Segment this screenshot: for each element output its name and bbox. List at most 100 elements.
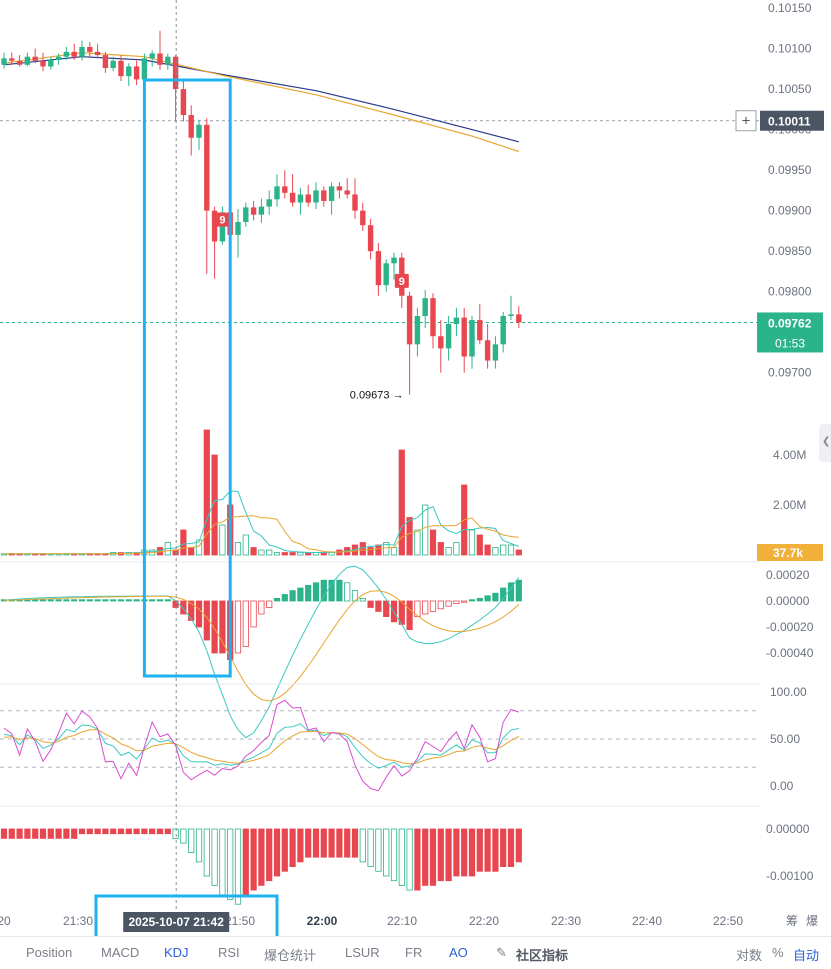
volume-bar-52 (406, 517, 413, 556)
tab-lsur[interactable]: LSUR (345, 945, 380, 960)
volume-bar-36 (281, 552, 288, 556)
macd-hist-bar-54 (422, 600, 429, 615)
ao-bar-29 (227, 828, 234, 900)
candle-body-32 (250, 207, 257, 215)
candle-countdown-label: 01:53 (775, 336, 805, 350)
volume-bar-54 (422, 504, 429, 556)
volume-bar-49 (383, 542, 390, 556)
candle-body-21 (165, 56, 171, 65)
side-panel-handle[interactable]: ❮ (819, 424, 831, 462)
macd-hist-bar-40 (312, 582, 320, 602)
candle-body-2 (16, 60, 23, 65)
percent-scale-toggle[interactable]: % (772, 945, 784, 960)
tab-ao[interactable]: AO (449, 945, 468, 960)
macd-hist-bar-15 (117, 599, 125, 602)
td-nine-marker-1 (394, 273, 409, 288)
candle-body-56 (438, 336, 444, 349)
trading-chart[interactable]: 0.101500.101000.100500.100000.099500.099… (0, 0, 831, 949)
macd-hist-bar-6 (47, 599, 54, 602)
candle-body-60 (469, 320, 475, 357)
macd-hist-bar-60 (468, 599, 476, 602)
volume-bar-50 (390, 547, 398, 556)
macd-hist-bar-56 (437, 600, 444, 610)
volume-bar-57 (445, 547, 452, 556)
auto-scale-toggle[interactable]: 自动 (793, 948, 820, 963)
volume-bar-64 (500, 544, 507, 556)
ao-bar-63 (492, 828, 499, 872)
ao-bar-41 (320, 828, 327, 858)
macd-hist-bar-4 (32, 599, 39, 602)
ao-bar-48 (375, 828, 382, 872)
candle-body-47 (367, 225, 374, 252)
ao-bar-38 (297, 828, 304, 863)
volume-last-label-bg (757, 544, 823, 561)
candle-body-66 (516, 314, 522, 323)
macd-hist-bar-12 (94, 599, 101, 602)
ao-bar-1 (8, 828, 15, 839)
macd-hist-bar-42 (328, 579, 335, 602)
macd-hist-bar-25 (195, 600, 203, 628)
time-tick-label-0: 20 (0, 914, 11, 928)
ao-tick-label-0: 0.00000 (766, 822, 810, 836)
candle-body-55 (430, 298, 436, 337)
ao-bar-66 (515, 828, 522, 863)
ao-bar-6 (47, 828, 54, 839)
candle-body-65 (508, 314, 514, 316)
kdj-tick-label-2: 0.00 (770, 779, 794, 793)
volume-bar-48 (375, 544, 382, 556)
macd-hist-bar-7 (55, 599, 62, 602)
tab-macd[interactable]: MACD (101, 945, 140, 960)
edit-icon[interactable]: ✎ (496, 945, 507, 960)
tab-kdj[interactable]: KDJ (164, 945, 189, 960)
volume-bar-46 (359, 542, 366, 556)
last-price-label-bg (757, 312, 823, 353)
macd-hist-bar-5 (39, 599, 47, 602)
candle-body-20 (157, 53, 163, 65)
ao-bar-10 (78, 828, 86, 835)
log-scale-toggle[interactable]: 对数 (736, 948, 763, 963)
ao-bar-5 (39, 828, 47, 839)
candle-body-34 (266, 199, 272, 207)
candle-body-54 (422, 298, 428, 316)
volume-bar-34 (266, 549, 273, 556)
crosshair-add-button (735, 110, 757, 132)
macd-hist-bar-61 (476, 598, 483, 602)
kdj-d-line (3, 729, 520, 765)
candle-body-52 (406, 295, 413, 345)
ao-bar-51 (398, 828, 405, 886)
macd-hist-bar-27 (211, 600, 218, 654)
candle-body-43 (336, 186, 343, 191)
volume-bar-38 (297, 552, 304, 556)
ao-bar-17 (133, 828, 140, 835)
volume-bar-27 (211, 454, 218, 556)
tab-community-indicators[interactable]: 社区指标 (516, 948, 569, 963)
ao-bar-28 (219, 828, 226, 896)
price-tick-label-6: 0.09850 (768, 244, 812, 258)
ao-bar-2 (16, 828, 23, 839)
candle-body-19 (149, 53, 155, 59)
ao-bar-36 (281, 828, 288, 872)
ao-bar-44 (344, 828, 351, 858)
macd-dif-line (3, 565, 520, 739)
ao-tick-label-1: -0.00100 (766, 869, 814, 883)
price-tick-label-2: 0.10050 (768, 82, 812, 96)
ao-bar-16 (125, 828, 132, 835)
macd-hist-bar-41 (320, 579, 327, 602)
macd-hist-bar-34 (266, 600, 273, 608)
ao-bar-33 (258, 828, 265, 886)
candle-body-53 (414, 315, 421, 345)
axis-corner-liquidation: 爆 (806, 914, 818, 928)
macd-tick-label-3: -0.00040 (766, 646, 814, 660)
tab-liquidation-stats[interactable]: 爆仓统计 (264, 948, 317, 963)
macd-hist-bar-66 (515, 579, 522, 602)
candle-body-49 (383, 263, 389, 286)
tab-rsi[interactable]: RSI (218, 945, 240, 960)
volume-bar-37 (289, 552, 296, 556)
ma-slow-line (3, 56, 519, 143)
tab-position[interactable]: Position (26, 945, 73, 960)
ao-bar-64 (500, 828, 507, 867)
tab-fr[interactable]: FR (405, 945, 423, 960)
candle-body-12 (94, 51, 101, 56)
volume-bar-26 (203, 429, 210, 556)
